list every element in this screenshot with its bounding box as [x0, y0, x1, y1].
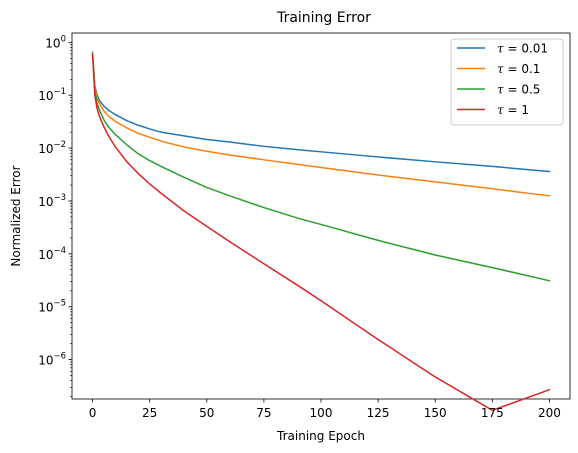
chart-title: Training Error [276, 10, 371, 26]
x-tick-label: 0 [89, 406, 97, 420]
y-tick-label: 10−1 [38, 87, 66, 103]
series-line-1 [91, 52, 551, 197]
x-tick-label: 175 [481, 406, 504, 420]
y-tick-label: 10−3 [38, 193, 66, 209]
legend-box [450, 38, 564, 126]
x-axis-title: Training Epoch [276, 429, 365, 443]
y-tick-label: 10−4 [38, 246, 66, 262]
legend-label-0: τ = 0.01 [497, 42, 548, 56]
series-line-0 [91, 51, 551, 173]
x-tick-label: 75 [256, 406, 271, 420]
x-tick-label: 150 [424, 406, 447, 420]
x-tick-label: 200 [538, 406, 561, 420]
series-line-3 [91, 54, 551, 412]
series-line-2 [91, 53, 551, 282]
y-axis: 10−6 10−5 10−4 10−3 10−2 10−1 100 [38, 34, 72, 397]
x-tick-label: 125 [367, 406, 390, 420]
x-tick-label: 25 [142, 406, 157, 420]
x-tick-label: 50 [199, 406, 214, 420]
y-tick-label: 100 [45, 34, 66, 50]
x-axis: 0 25 50 75 100 125 150 175 200 [89, 399, 561, 420]
legend-label-2: τ = 0.5 [497, 83, 540, 97]
y-tick-label: 10−5 [38, 299, 66, 315]
y-tick-label: 10−6 [38, 352, 66, 368]
x-tick-label: 100 [310, 406, 333, 420]
y-axis-title: Normalized Error [9, 165, 23, 266]
legend: τ = 0.01 τ = 0.1 τ = 0.5 τ = 1 [450, 38, 564, 126]
series-layer [91, 51, 551, 412]
legend-label-1: τ = 0.1 [497, 62, 540, 76]
y-tick-label: 10−2 [38, 140, 66, 156]
legend-label-3: τ = 1 [497, 103, 529, 117]
